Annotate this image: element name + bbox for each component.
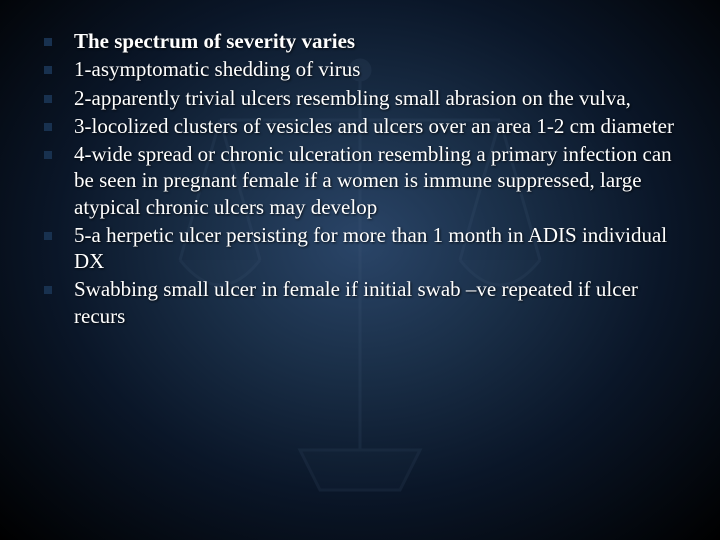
bullet-icon	[44, 286, 52, 294]
bullet-icon	[44, 123, 52, 131]
item-text: The spectrum of severity varies	[74, 28, 355, 54]
item-text: 1-asymptomatic shedding of virus	[74, 56, 360, 82]
bullet-icon	[44, 151, 52, 159]
bullet-icon	[44, 38, 52, 46]
item-text: 4-wide spread or chronic ulceration rese…	[74, 141, 680, 220]
list-item: 4-wide spread or chronic ulceration rese…	[40, 141, 680, 220]
list-item: 5-a herpetic ulcer persisting for more t…	[40, 222, 680, 275]
bullet-icon	[44, 95, 52, 103]
list-item: Swabbing small ulcer in female if initia…	[40, 276, 680, 329]
bullet-icon	[44, 232, 52, 240]
list-item: The spectrum of severity varies	[40, 28, 680, 54]
list-item: 2-apparently trivial ulcers resembling s…	[40, 85, 680, 111]
bullet-icon	[44, 66, 52, 74]
list-item: 3-locolized clusters of vesicles and ulc…	[40, 113, 680, 139]
item-text: 3-locolized clusters of vesicles and ulc…	[74, 113, 674, 139]
item-text: 5-a herpetic ulcer persisting for more t…	[74, 222, 680, 275]
slide-content: The spectrum of severity varies 1-asympt…	[0, 0, 720, 351]
item-text: 2-apparently trivial ulcers resembling s…	[74, 85, 631, 111]
item-text: Swabbing small ulcer in female if initia…	[74, 276, 680, 329]
list-item: 1-asymptomatic shedding of virus	[40, 56, 680, 82]
